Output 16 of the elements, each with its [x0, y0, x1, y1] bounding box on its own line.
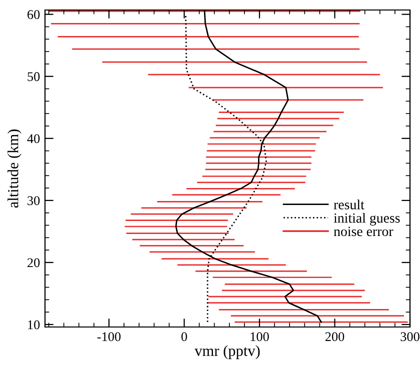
y-tick-label: 50	[28, 72, 40, 82]
legend-label: result	[334, 200, 364, 210]
legend-label: initial guess	[334, 212, 400, 226]
x-tick-label: -100	[97, 332, 121, 342]
y-tick-label: 20	[28, 258, 40, 268]
legend-label: noise error	[334, 226, 394, 236]
x-tick-label: 100	[250, 332, 269, 342]
y-axis-title: altitude (km)	[8, 130, 22, 208]
y-tick-label: 60	[28, 10, 40, 20]
x-tick-label: 0	[181, 332, 188, 342]
y-tick-label: 30	[28, 196, 40, 206]
y-tick-label: 40	[27, 134, 40, 144]
x-axis-title: vmr (pptv)	[194, 345, 260, 360]
y-tick-label: 10	[28, 320, 40, 330]
x-tick-label: 300	[400, 332, 420, 342]
x-tick-label: 200	[325, 332, 344, 342]
